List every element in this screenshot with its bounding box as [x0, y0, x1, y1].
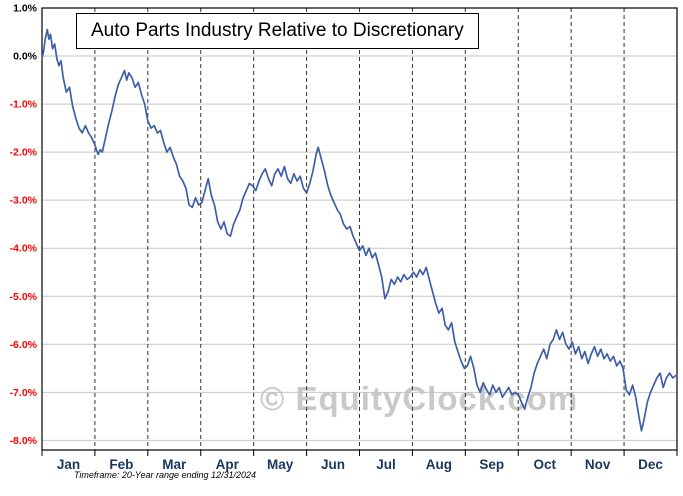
y-tick-label: -6.0%: [10, 339, 38, 351]
y-tick-label: -3.0%: [10, 195, 38, 207]
y-tick-label: -5.0%: [10, 291, 38, 303]
month-label: Sep: [479, 457, 504, 472]
y-tick-label: -8.0%: [10, 435, 38, 447]
month-label: Feb: [109, 457, 133, 472]
timeframe-note: Timeframe: 20-Year range ending 12/31/20…: [74, 470, 257, 480]
month-label: Oct: [533, 457, 556, 472]
month-label: Mar: [162, 457, 187, 472]
y-tick-label: 0.0%: [13, 51, 38, 63]
y-tick-label: -2.0%: [10, 147, 38, 159]
month-label: Jun: [321, 457, 345, 472]
series-line: [41, 28, 678, 432]
month-label: Nov: [585, 457, 611, 472]
month-label: May: [267, 457, 294, 472]
equityclock-watermark: © EquityClock.com: [260, 380, 579, 417]
month-label: Dec: [638, 457, 663, 472]
month-label: Aug: [426, 457, 452, 472]
month-label: Jul: [376, 457, 396, 472]
y-tick-label: -4.0%: [10, 243, 38, 255]
y-tick-label: -1.0%: [10, 99, 38, 111]
y-tick-label: -7.0%: [10, 387, 38, 399]
y-tick-label: 1.0%: [13, 3, 38, 15]
month-label: Apr: [216, 457, 240, 472]
chart-title: Auto Parts Industry Relative to Discreti…: [76, 13, 479, 49]
month-label: Jan: [57, 457, 80, 472]
